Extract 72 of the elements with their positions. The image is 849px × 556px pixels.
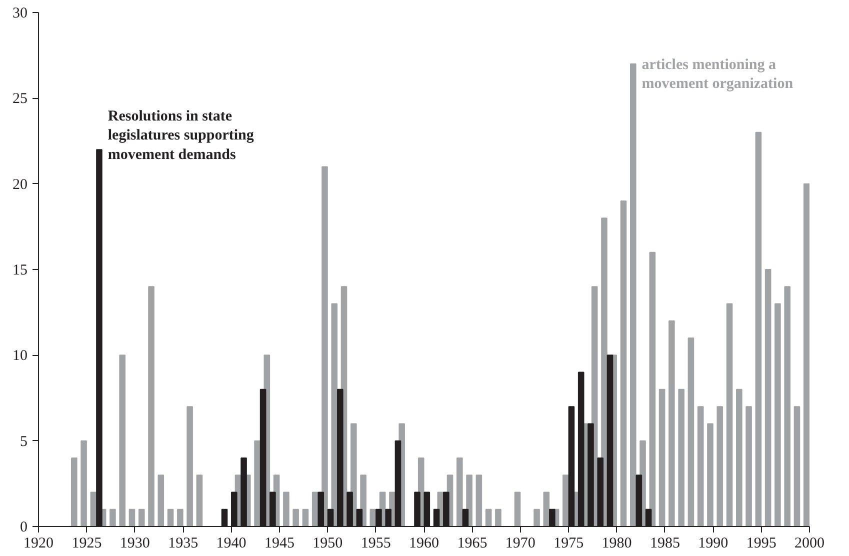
bar bbox=[774, 303, 781, 526]
bar bbox=[678, 388, 684, 526]
y-tick-label: 0 bbox=[20, 520, 28, 536]
x-tick-label: 1935 bbox=[168, 536, 198, 552]
bar bbox=[456, 457, 463, 526]
bar bbox=[620, 200, 627, 526]
bar bbox=[128, 508, 136, 526]
bar bbox=[158, 474, 164, 526]
bar bbox=[601, 218, 608, 526]
bar bbox=[658, 388, 666, 526]
bar bbox=[167, 508, 174, 526]
bar bbox=[716, 406, 724, 526]
bar bbox=[254, 440, 260, 526]
x-tick-label: 1985 bbox=[650, 536, 680, 552]
bar bbox=[322, 166, 328, 526]
y-tick-label: 25 bbox=[12, 91, 28, 108]
bar bbox=[148, 286, 154, 526]
bar bbox=[803, 183, 810, 526]
y-tick-label: 5 bbox=[20, 434, 28, 450]
bar bbox=[485, 508, 492, 526]
y-tick-label: 10 bbox=[12, 348, 28, 364]
bar bbox=[80, 440, 87, 526]
bar bbox=[138, 508, 145, 526]
bar bbox=[543, 492, 550, 526]
x-tick-label: 1995 bbox=[746, 536, 776, 552]
bar bbox=[668, 320, 675, 526]
bar bbox=[186, 406, 193, 526]
y-tick-label: 15 bbox=[12, 262, 28, 278]
x-tick-label: 1925 bbox=[72, 536, 102, 552]
x-tick-label: 1965 bbox=[457, 536, 488, 552]
x-tick-label: 1990 bbox=[698, 536, 728, 552]
bar bbox=[688, 338, 694, 526]
bar bbox=[292, 508, 299, 526]
bar bbox=[707, 423, 714, 526]
x-tick-label: 1980 bbox=[602, 536, 632, 552]
bar bbox=[697, 406, 704, 526]
bar bbox=[736, 388, 742, 526]
bar bbox=[755, 132, 762, 526]
bar bbox=[71, 457, 78, 526]
bar bbox=[764, 269, 772, 526]
x-tick-label: 1940 bbox=[216, 536, 246, 552]
bar bbox=[649, 252, 656, 526]
bar bbox=[110, 508, 116, 526]
y-tick-label: 30 bbox=[12, 6, 28, 22]
x-tick-label: 1960 bbox=[409, 536, 439, 552]
bar bbox=[331, 303, 338, 526]
x-tick-label: 1920 bbox=[24, 536, 54, 552]
bar bbox=[794, 406, 800, 526]
bar bbox=[476, 474, 482, 526]
bar bbox=[746, 406, 752, 526]
bar bbox=[514, 492, 521, 526]
x-tick-label: 1975 bbox=[554, 536, 584, 552]
bar bbox=[784, 286, 790, 526]
x-tick-label: 1950 bbox=[312, 536, 343, 552]
bar bbox=[562, 474, 569, 526]
x-tick-label: 1930 bbox=[120, 536, 150, 552]
bar bbox=[726, 303, 733, 526]
bar bbox=[534, 508, 540, 526]
bar bbox=[302, 508, 309, 526]
bar bbox=[495, 508, 502, 526]
bar bbox=[119, 354, 126, 526]
bar bbox=[283, 492, 290, 526]
x-tick-label: 1945 bbox=[264, 536, 294, 552]
bar bbox=[196, 474, 203, 526]
bar bbox=[177, 508, 184, 526]
series-label: Resolutions in state legislatures supporting movement demands bbox=[108, 108, 254, 163]
x-tick-label: 2000 bbox=[794, 536, 824, 552]
bar bbox=[630, 63, 636, 526]
x-tick-label: 1970 bbox=[505, 536, 536, 552]
x-tick-label: 1955 bbox=[360, 536, 391, 552]
series-label: articles mentioning a movement organization bbox=[642, 57, 794, 92]
y-tick-label: 20 bbox=[12, 176, 28, 193]
